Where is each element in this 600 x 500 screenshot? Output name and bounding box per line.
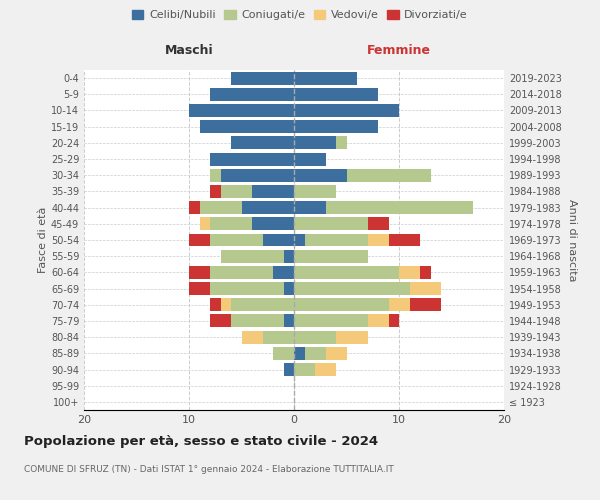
Bar <box>210 282 284 295</box>
Bar <box>347 169 431 181</box>
Bar <box>294 169 347 181</box>
Bar <box>273 266 294 279</box>
Bar <box>221 185 252 198</box>
Bar <box>294 330 336 344</box>
Text: Femmine: Femmine <box>367 44 431 58</box>
Bar <box>210 185 221 198</box>
Bar <box>189 234 210 246</box>
Bar <box>210 218 252 230</box>
Legend: Celibi/Nubili, Coniugati/e, Vedovi/e, Divorziati/e: Celibi/Nubili, Coniugati/e, Vedovi/e, Di… <box>128 6 472 25</box>
Bar <box>189 282 210 295</box>
Y-axis label: Fasce di età: Fasce di età <box>38 207 48 273</box>
Bar <box>241 330 263 344</box>
Bar <box>409 282 441 295</box>
Bar <box>273 347 294 360</box>
Bar <box>221 298 231 311</box>
Text: COMUNE DI SFRUZ (TN) - Dati ISTAT 1° gennaio 2024 - Elaborazione TUTTITALIA.IT: COMUNE DI SFRUZ (TN) - Dati ISTAT 1° gen… <box>24 465 394 474</box>
Bar <box>294 104 399 117</box>
Bar <box>189 201 199 214</box>
Bar <box>294 72 357 85</box>
Bar <box>294 136 336 149</box>
Bar <box>294 152 325 166</box>
Bar <box>294 347 305 360</box>
Y-axis label: Anni di nascita: Anni di nascita <box>567 198 577 281</box>
Bar <box>409 298 441 311</box>
Bar <box>389 234 420 246</box>
Bar <box>210 152 294 166</box>
Bar <box>231 136 294 149</box>
Bar <box>294 88 378 101</box>
Bar <box>221 169 294 181</box>
Bar <box>294 120 378 133</box>
Bar <box>284 250 294 262</box>
Bar <box>294 201 325 214</box>
Bar <box>367 314 389 328</box>
Bar <box>252 185 294 198</box>
Bar <box>336 330 367 344</box>
Bar <box>210 234 263 246</box>
Bar <box>231 314 284 328</box>
Bar <box>294 218 367 230</box>
Bar <box>294 250 367 262</box>
Bar <box>210 88 294 101</box>
Bar <box>284 363 294 376</box>
Text: Maschi: Maschi <box>164 44 214 58</box>
Bar <box>189 266 210 279</box>
Bar <box>305 234 367 246</box>
Bar <box>294 363 315 376</box>
Bar <box>210 266 273 279</box>
Bar <box>199 201 241 214</box>
Bar <box>325 201 473 214</box>
Bar <box>231 72 294 85</box>
Bar <box>221 250 284 262</box>
Bar <box>241 201 294 214</box>
Bar <box>210 298 221 311</box>
Bar <box>305 347 325 360</box>
Bar <box>284 282 294 295</box>
Bar <box>399 266 420 279</box>
Bar <box>367 234 389 246</box>
Bar <box>263 330 294 344</box>
Bar <box>189 104 294 117</box>
Bar <box>294 282 409 295</box>
Bar <box>389 298 409 311</box>
Bar <box>367 218 389 230</box>
Bar <box>389 314 399 328</box>
Bar <box>294 234 305 246</box>
Bar <box>294 298 389 311</box>
Bar <box>210 314 231 328</box>
Bar <box>336 136 347 149</box>
Bar <box>210 169 221 181</box>
Bar <box>284 314 294 328</box>
Bar <box>315 363 336 376</box>
Bar <box>231 298 294 311</box>
Bar <box>263 234 294 246</box>
Bar <box>294 185 336 198</box>
Bar <box>199 218 210 230</box>
Bar <box>420 266 431 279</box>
Text: Popolazione per età, sesso e stato civile - 2024: Popolazione per età, sesso e stato civil… <box>24 435 378 448</box>
Bar <box>294 266 399 279</box>
Bar <box>199 120 294 133</box>
Bar <box>252 218 294 230</box>
Bar <box>294 314 367 328</box>
Bar <box>325 347 347 360</box>
